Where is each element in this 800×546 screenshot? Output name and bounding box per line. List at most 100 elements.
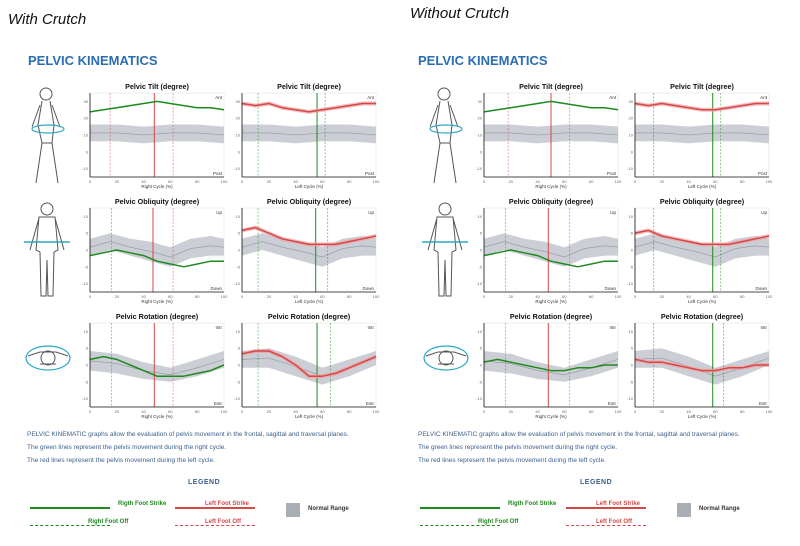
normal-range-band bbox=[242, 348, 376, 385]
legend-normal-label: Normal Range bbox=[308, 506, 349, 512]
x-tick-label: 0 bbox=[483, 294, 486, 299]
y-tick-label: -5 bbox=[236, 379, 240, 384]
bottom-direction-label: Post bbox=[758, 171, 768, 176]
x-tick-label: 0 bbox=[483, 179, 486, 184]
series-line bbox=[89, 355, 225, 377]
y-tick-label: -10 bbox=[627, 396, 634, 401]
x-tick-label: 100 bbox=[615, 179, 622, 184]
x-tick-label: 100 bbox=[221, 179, 228, 184]
y-tick-label: 10 bbox=[629, 329, 634, 334]
x-tick-label: 40 bbox=[141, 179, 146, 184]
x-axis-label: Right Cycle (%) bbox=[535, 299, 567, 304]
chart-title: Pelvic Rotation (degree) bbox=[661, 312, 744, 321]
normal-mean-line bbox=[242, 132, 377, 136]
description-line: The red lines represent the pelvis movem… bbox=[418, 457, 606, 464]
y-tick-label: -5 bbox=[478, 379, 482, 384]
x-axis-label: Left Cycle (%) bbox=[295, 184, 324, 189]
chart-title: Pelvic Tilt (degree) bbox=[519, 82, 583, 91]
y-tick-label: 0 bbox=[238, 248, 241, 253]
normal-mean-line bbox=[241, 241, 377, 258]
bottom-direction-label: Extr bbox=[759, 401, 768, 406]
chart-title: Pelvic Obliquity (degree) bbox=[660, 197, 745, 206]
series-line bbox=[634, 102, 769, 111]
y-tick-label: -10 bbox=[234, 396, 241, 401]
x-tick-label: 60 bbox=[168, 294, 173, 299]
x-tick-label: 20 bbox=[267, 179, 272, 184]
y-tick-label: -10 bbox=[476, 281, 483, 286]
y-tick-label: 20 bbox=[478, 116, 483, 121]
x-tick-label: 20 bbox=[509, 409, 514, 414]
y-tick-label: 10 bbox=[84, 133, 89, 138]
x-tick-label: 100 bbox=[615, 294, 622, 299]
top-direction-label: Intr bbox=[760, 325, 767, 330]
normal-mean-line bbox=[635, 132, 770, 136]
y-tick-label: -5 bbox=[84, 379, 88, 384]
top-direction-label: Up bbox=[610, 210, 616, 215]
x-axis-label: Right Cycle (%) bbox=[141, 414, 173, 419]
x-tick-label: 20 bbox=[509, 179, 514, 184]
series-line bbox=[241, 226, 377, 246]
legend-normal-label: Normal Range bbox=[699, 506, 740, 512]
y-tick-label: 10 bbox=[629, 214, 634, 219]
legend-right-off-label: Right Foot Off bbox=[88, 519, 129, 525]
x-tick-label: 80 bbox=[195, 179, 200, 184]
legend-right-off-line bbox=[30, 525, 110, 526]
series-line bbox=[634, 358, 769, 372]
series-line bbox=[483, 358, 618, 372]
chart-title: Pelvic Obliquity (degree) bbox=[267, 197, 352, 206]
top-direction-label: Up bbox=[216, 210, 222, 215]
chart-svg: Pelvic Rotation (degree) 10 5 0 -5 -10 0 20 40 60… bbox=[627, 312, 773, 419]
bottom-direction-label: Post bbox=[607, 171, 617, 176]
y-tick-label: 0 bbox=[238, 149, 241, 154]
front-body-figure-icon bbox=[24, 202, 70, 297]
chart-title: Pelvic Rotation (degree) bbox=[510, 312, 593, 321]
plot-with-tilt-right: Pelvic Tilt (degree) 30 20 10 0 -10 0 20 40 60 80 1… bbox=[80, 80, 228, 189]
y-tick-label: -5 bbox=[629, 379, 633, 384]
x-tick-label: 80 bbox=[589, 409, 594, 414]
plot-with-obliquity-left: Pelvic Obliquity (degree) 10 5 0 -5 -10 0 20 40 6… bbox=[232, 195, 380, 304]
y-tick-label: -5 bbox=[84, 264, 88, 269]
bottom-direction-label: Post bbox=[365, 171, 375, 176]
plot-with-obliquity-right: Pelvic Obliquity (degree) 10 5 0 -5 -10 0 20 40 6… bbox=[80, 195, 228, 304]
plot-without-obliquity-left: Pelvic Obliquity (degree) 10 5 0 -5 -10 0 20 40 6… bbox=[625, 195, 773, 304]
y-tick-label: 0 bbox=[86, 363, 89, 368]
top-direction-label: Ant bbox=[760, 95, 768, 100]
legend-left-strike-line bbox=[175, 507, 255, 509]
y-tick-label: 0 bbox=[480, 248, 483, 253]
walking-figure-icon bbox=[31, 87, 65, 184]
chart-title: Pelvic Rotation (degree) bbox=[116, 312, 199, 321]
x-tick-label: 80 bbox=[740, 294, 745, 299]
section-title-right: PELVIC KINEMATICS bbox=[418, 53, 548, 68]
y-tick-label: -10 bbox=[234, 166, 241, 171]
legend-title: LEGEND bbox=[580, 479, 613, 486]
x-axis-label: Right Cycle (%) bbox=[141, 299, 173, 304]
x-tick-label: 40 bbox=[686, 409, 691, 414]
x-tick-label: 40 bbox=[535, 294, 540, 299]
legend-right-strike-line bbox=[30, 507, 110, 509]
x-tick-label: 0 bbox=[241, 179, 244, 184]
top-direction-label: Ant bbox=[215, 95, 223, 100]
plot-with-rotation-left: Pelvic Rotation (degree) 10 5 0 -5 -10 0 20 40 60… bbox=[232, 310, 380, 419]
x-tick-label: 20 bbox=[115, 179, 120, 184]
y-tick-label: 10 bbox=[629, 133, 634, 138]
x-tick-label: 20 bbox=[115, 294, 120, 299]
plot-with-rotation-right: Pelvic Rotation (degree) 10 5 0 -5 -10 0 20 40 60… bbox=[80, 310, 228, 419]
x-tick-label: 80 bbox=[347, 409, 352, 414]
y-tick-label: -5 bbox=[236, 264, 240, 269]
x-tick-label: 60 bbox=[562, 294, 567, 299]
heading-with-crutch: With Crutch bbox=[8, 11, 87, 28]
x-tick-label: 100 bbox=[373, 179, 380, 184]
x-tick-label: 80 bbox=[347, 179, 352, 184]
legend-left-off-label: Left Foot Off bbox=[205, 519, 241, 525]
x-tick-label: 20 bbox=[267, 409, 272, 414]
chart-title: Pelvic Tilt (degree) bbox=[125, 82, 189, 91]
x-axis-label: Left Cycle (%) bbox=[688, 184, 717, 189]
series-line bbox=[634, 229, 770, 246]
x-tick-label: 40 bbox=[535, 179, 540, 184]
top-direction-label: Ant bbox=[609, 95, 617, 100]
x-tick-label: 100 bbox=[373, 294, 380, 299]
x-axis-label: Left Cycle (%) bbox=[295, 299, 324, 304]
x-tick-label: 40 bbox=[686, 179, 691, 184]
